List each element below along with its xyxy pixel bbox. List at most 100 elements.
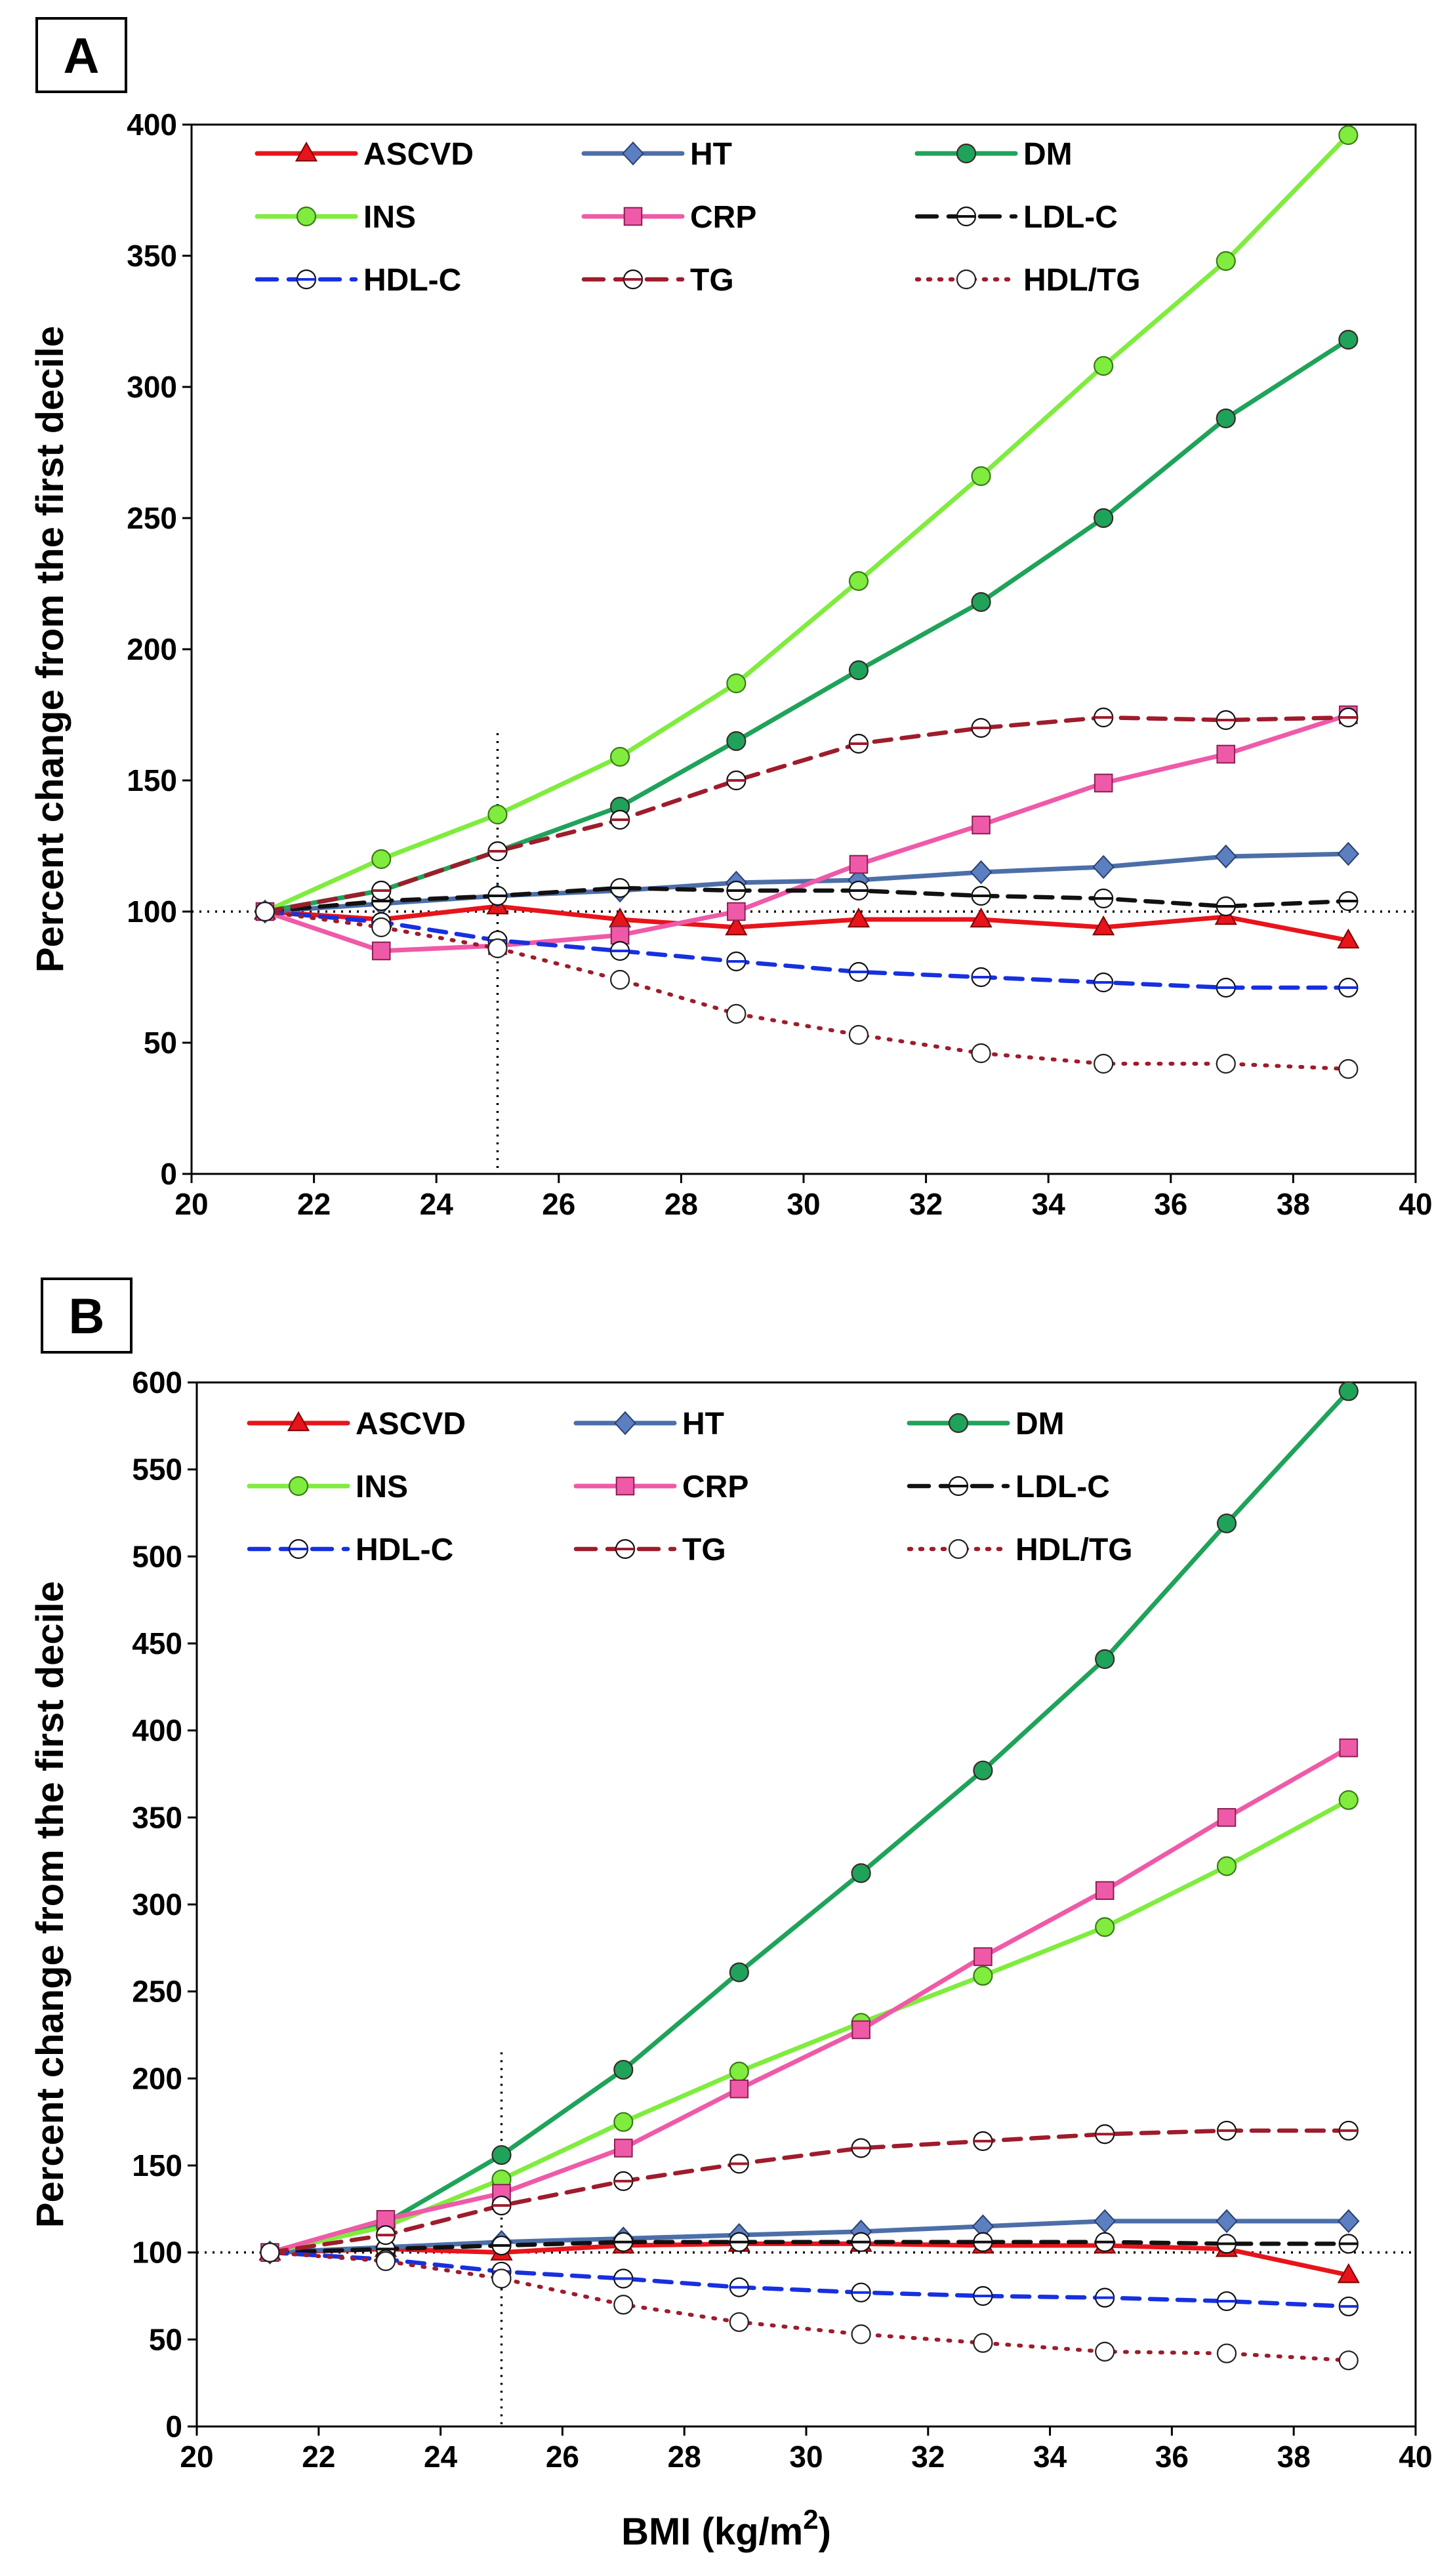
- legend-label: HDL/TG: [1023, 263, 1141, 298]
- point-ldl-c: [973, 2232, 993, 2252]
- point-ht: [1215, 844, 1237, 869]
- panel-letter: B: [69, 1289, 105, 1344]
- series-hdl-c: [260, 2242, 1359, 2317]
- legend-marker: [296, 269, 317, 290]
- point-crp: [1095, 1881, 1115, 1901]
- point-crp: [729, 2079, 749, 2099]
- y-tick-label: 0: [165, 2409, 182, 2444]
- point-dm: [971, 592, 991, 613]
- point-dm: [973, 1760, 993, 1781]
- point-dm: [729, 1962, 749, 1982]
- series-line-tg: [268, 2128, 1351, 2255]
- panel-a: A 0 50 100 150 200 250 300 350 400 20 22 24 26 28 30 32 3…: [29, 17, 1433, 1221]
- panel-letter-box: [35, 17, 127, 93]
- point-crp: [371, 941, 391, 961]
- point-ht: [1092, 855, 1115, 879]
- point-tg: [1338, 707, 1359, 728]
- x-tick-label: 24: [424, 2440, 458, 2474]
- point-dm: [851, 1863, 871, 1883]
- y-tick-label: 300: [127, 370, 177, 404]
- y-tick-label: 300: [132, 1887, 182, 1922]
- y-tick-label: 200: [132, 2061, 182, 2095]
- legend-label: DM: [1023, 137, 1073, 172]
- point-ldl-c: [487, 885, 508, 906]
- point-hdl-c: [1338, 2296, 1359, 2317]
- point-hdl-tg: [1216, 2343, 1237, 2364]
- legend-label: HDL-C: [356, 1533, 453, 1567]
- point-ht: [1338, 2209, 1360, 2234]
- point-crp: [849, 855, 869, 874]
- x-tick-label: 30: [789, 2440, 823, 2474]
- legend-marker: [956, 143, 977, 164]
- point-ins: [1338, 1790, 1359, 1810]
- point-crp: [1217, 1808, 1237, 1827]
- point-ins: [371, 849, 392, 870]
- series-line-hdl-tg: [262, 910, 1351, 1071]
- y-tick-label: 50: [149, 2322, 182, 2356]
- x-tick-label: 26: [546, 2440, 579, 2474]
- point-ascvd: [1337, 2263, 1360, 2284]
- point-tg: [491, 2195, 512, 2216]
- legend-label: LDL-C: [1023, 200, 1118, 235]
- point-ldl-c: [1094, 888, 1114, 909]
- series-hdl-c: [255, 901, 1359, 998]
- point-hdl-tg: [255, 901, 276, 922]
- y-tick-label: 100: [132, 2236, 182, 2270]
- point-hdl-c: [1338, 977, 1359, 998]
- y-tick-label: 150: [132, 2148, 182, 2183]
- legend: ASCVD HT DM INS CRP LDL-C HDL-C TG HDL/TG: [247, 1407, 1133, 1567]
- point-ins: [729, 2061, 749, 2082]
- point-ins: [848, 571, 869, 592]
- x-tick-label: 38: [1277, 2440, 1311, 2474]
- point-tg: [375, 2225, 396, 2245]
- legend-label: INS: [363, 200, 416, 235]
- legend-label: DM: [1015, 1407, 1065, 1441]
- legend-marker: [956, 206, 977, 227]
- legend: ASCVD HT DM INS CRP LDL-C HDL-C TG HDL/TG: [255, 137, 1141, 298]
- point-hdl-tg: [609, 969, 630, 990]
- y-axis-title: Percent change from the first decile: [29, 326, 72, 973]
- point-hdl-c: [848, 961, 869, 982]
- point-tg: [1095, 2124, 1115, 2144]
- point-crp: [1094, 773, 1113, 793]
- series-line-ascvd: [267, 2241, 1351, 2278]
- point-tg: [1338, 2120, 1359, 2141]
- legend-label: ASCVD: [363, 137, 474, 172]
- legend-item-ht: HT: [573, 1407, 724, 1441]
- point-ins: [1338, 125, 1359, 146]
- legend-label: HDL/TG: [1015, 1533, 1133, 1567]
- legend-item-ldl-c: LDL-C: [914, 200, 1118, 235]
- point-ldl-c: [971, 885, 991, 906]
- series-hdl-tg: [255, 901, 1359, 1079]
- x-tick-label: 24: [420, 1187, 454, 1221]
- point-hdl-tg: [1338, 1058, 1359, 1079]
- legend-marker: [948, 1413, 969, 1434]
- panel-b: B 0 50 100 150 200 250 300 350 400 450 500 550 600 20 2…: [29, 1278, 1433, 2474]
- panel-letter-box: [41, 1278, 133, 1354]
- legend-marker: [623, 207, 643, 226]
- x-tick-label: 26: [542, 1187, 575, 1221]
- y-tick-label: 250: [132, 1975, 182, 2009]
- legend-marker: [615, 1539, 636, 1560]
- point-tg: [1094, 707, 1114, 728]
- point-hdl-c: [851, 2282, 871, 2303]
- legend-item-ht: HT: [581, 137, 732, 172]
- legend-marker: [287, 1411, 310, 1432]
- point-tg: [729, 2154, 749, 2174]
- series-dm: [260, 1381, 1359, 2263]
- point-crp: [1339, 1738, 1359, 1758]
- series-hdl-tg: [260, 2242, 1359, 2371]
- legend-item-dm: DM: [914, 137, 1073, 172]
- point-dm: [726, 731, 747, 752]
- x-tick-label: 38: [1277, 1187, 1310, 1221]
- point-hdl-c: [1095, 2287, 1115, 2308]
- legend-marker: [615, 1476, 635, 1496]
- point-hdl-c: [1216, 2291, 1237, 2312]
- legend-marker: [948, 1476, 969, 1497]
- point-dm: [491, 2144, 512, 2165]
- point-hdl-tg: [1094, 1053, 1114, 1074]
- y-tick-label: 50: [144, 1026, 177, 1060]
- point-hdl-tg: [1095, 2341, 1115, 2362]
- point-dm: [1338, 329, 1359, 350]
